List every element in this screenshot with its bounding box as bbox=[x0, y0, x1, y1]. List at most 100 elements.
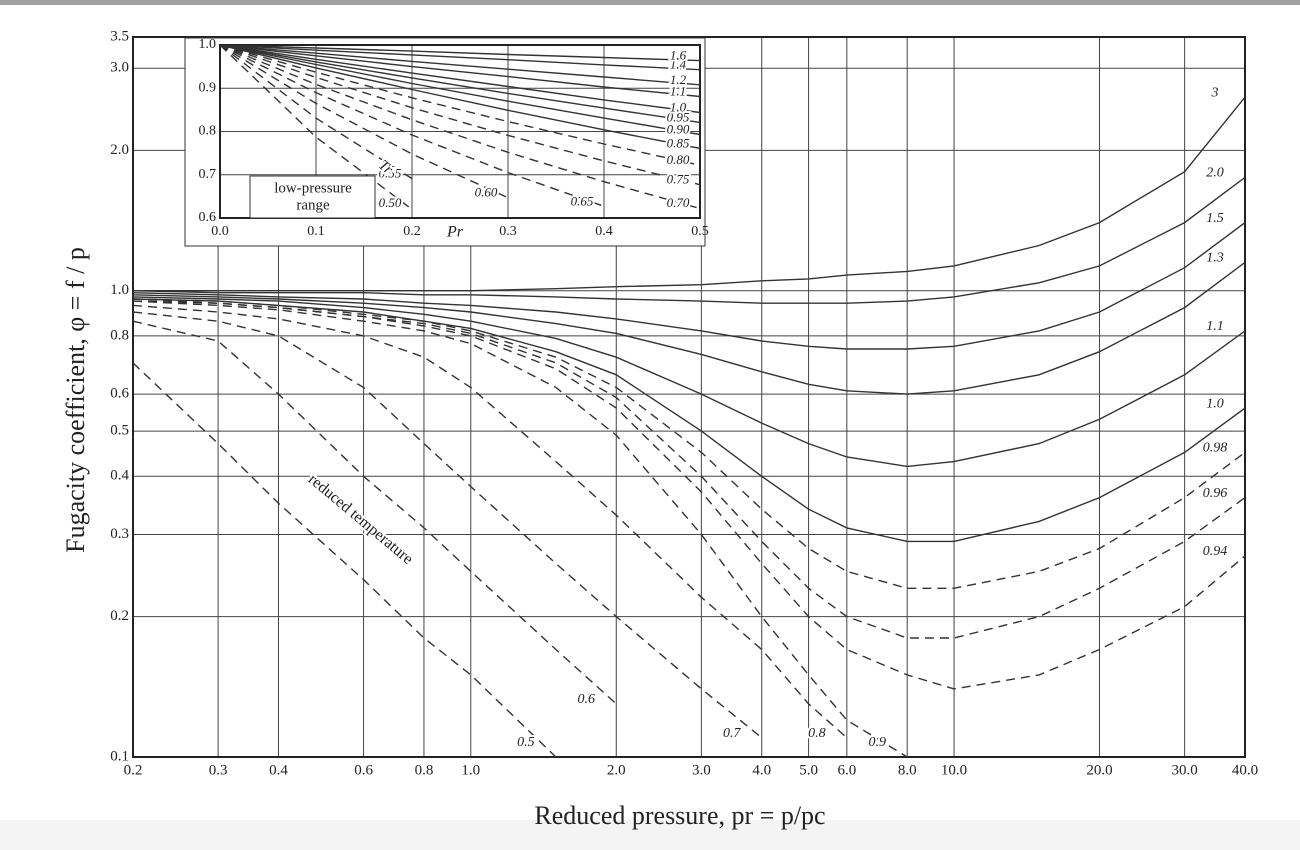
curve bbox=[133, 96, 1245, 292]
plot-frame bbox=[219, 44, 701, 219]
x-tick-label: 0.2 bbox=[403, 224, 421, 239]
curve-label: 1.0 bbox=[1206, 396, 1224, 411]
curve bbox=[220, 45, 413, 180]
y-tick-label: 1.0 bbox=[199, 37, 217, 52]
x-tick-label: 4.0 bbox=[752, 762, 771, 778]
curve-label: 0.75 bbox=[667, 172, 690, 187]
curve bbox=[133, 300, 1245, 690]
y-tick-label: 0.7 bbox=[199, 167, 217, 182]
x-tick-label: 2.0 bbox=[607, 762, 626, 778]
x-tick-label: 0.2 bbox=[124, 762, 143, 778]
x-tick-label: 0.6 bbox=[354, 762, 373, 778]
curve-label: 0.80 bbox=[667, 152, 690, 167]
curve bbox=[220, 45, 700, 114]
curve bbox=[220, 45, 413, 210]
curve bbox=[133, 320, 617, 705]
curve-label: 1.2 bbox=[670, 72, 687, 87]
y-tick-label: 0.6 bbox=[110, 386, 129, 402]
curve-label: 0.65 bbox=[571, 193, 594, 208]
x-tick-label: 0.4 bbox=[269, 762, 288, 778]
curve bbox=[133, 222, 1245, 350]
x-tick-label: 0.5 bbox=[691, 224, 709, 239]
curve-label: 1.4 bbox=[670, 57, 687, 72]
curve bbox=[133, 296, 1245, 468]
curves bbox=[133, 96, 1245, 757]
bottom-band bbox=[0, 820, 1300, 850]
curve bbox=[220, 45, 700, 150]
x-tick-label: 0.0 bbox=[211, 224, 229, 239]
curve-label: 1.1 bbox=[1206, 319, 1224, 334]
x-axis-title: Reduced pressure, pr = p/pc bbox=[534, 801, 825, 830]
plot-frame bbox=[132, 36, 1246, 758]
curve-label: 0.5 bbox=[517, 735, 535, 750]
y-axis-title: Fugacity coefficient, φ = f / p bbox=[61, 247, 90, 553]
x-axis-title: Pr bbox=[446, 224, 464, 241]
curve-label: 0.8 bbox=[808, 726, 826, 741]
y-tick-label: 0.4 bbox=[110, 468, 129, 484]
curve-label: 0.6 bbox=[578, 692, 596, 707]
x-tick-label: 0.4 bbox=[595, 224, 613, 239]
curve bbox=[220, 45, 605, 207]
y-tick-label: 0.8 bbox=[110, 327, 129, 343]
curve bbox=[220, 45, 700, 136]
y-tick-label: 2.0 bbox=[110, 142, 129, 158]
x-tick-label: 20.0 bbox=[1086, 762, 1112, 778]
curve bbox=[220, 45, 700, 210]
x-tick-label: 6.0 bbox=[837, 762, 856, 778]
curve-label: 3 bbox=[1211, 85, 1219, 100]
y-tick-label: 3.0 bbox=[110, 60, 129, 76]
curve bbox=[220, 45, 700, 98]
curve bbox=[133, 298, 1245, 589]
curve-label: 0.94 bbox=[1203, 544, 1228, 559]
curve-label: 1.3 bbox=[1206, 251, 1224, 266]
x-tick-label: 8.0 bbox=[898, 762, 917, 778]
y-tick-label: 1.0 bbox=[110, 282, 129, 298]
curve bbox=[133, 311, 763, 739]
x-tick-label: 40.0 bbox=[1232, 762, 1258, 778]
y-tick-label: 0.2 bbox=[110, 608, 129, 624]
curve bbox=[133, 300, 908, 757]
curve-label: 1.5 bbox=[1206, 211, 1224, 226]
curve bbox=[220, 45, 509, 199]
curve-label: 1.6 bbox=[670, 48, 687, 63]
curve bbox=[220, 45, 700, 86]
annotation: reduced temperature bbox=[305, 471, 416, 568]
x-tick-label: 0.3 bbox=[499, 224, 517, 239]
curve-label: 0.55 bbox=[379, 166, 402, 181]
curve-label: 0.85 bbox=[667, 135, 690, 150]
y-tick-label: 0.5 bbox=[110, 423, 129, 439]
x-tick-label: 1.0 bbox=[461, 762, 480, 778]
curve bbox=[220, 45, 700, 71]
curve bbox=[133, 362, 557, 757]
curve-label: 2.0 bbox=[1206, 166, 1224, 181]
curve-label: 0.7 bbox=[723, 726, 742, 741]
curve bbox=[133, 176, 1245, 304]
y-tick-label: 0.8 bbox=[199, 124, 217, 139]
curve-label: 0.90 bbox=[667, 122, 690, 137]
x-tick-label: 5.0 bbox=[799, 762, 818, 778]
curve-label: 0.60 bbox=[475, 185, 498, 200]
curve bbox=[133, 261, 1245, 395]
x-tick-label: 30.0 bbox=[1171, 762, 1197, 778]
y-tick-label: 0.9 bbox=[199, 80, 217, 95]
curve bbox=[220, 45, 700, 124]
curve-label: 0.96 bbox=[1203, 486, 1228, 501]
curve-label: 0.50 bbox=[379, 195, 402, 210]
curve bbox=[133, 298, 1245, 543]
curve-label: 1.0 bbox=[670, 99, 687, 114]
x-tick-label: 0.8 bbox=[415, 762, 434, 778]
curve-label: 0.70 bbox=[667, 195, 690, 210]
annotation-box bbox=[249, 175, 376, 219]
y-tick-label: 0.3 bbox=[110, 526, 129, 542]
y-tick-label: 0.1 bbox=[110, 748, 129, 764]
y-tick-label: 3.5 bbox=[110, 28, 129, 44]
top-border bbox=[0, 0, 1300, 5]
curve bbox=[220, 45, 700, 166]
curve-label: 0.95 bbox=[667, 109, 690, 124]
curve bbox=[133, 304, 848, 739]
curve bbox=[220, 45, 700, 62]
x-tick-label: 10.0 bbox=[941, 762, 967, 778]
curve-label: 1.1 bbox=[670, 83, 686, 98]
